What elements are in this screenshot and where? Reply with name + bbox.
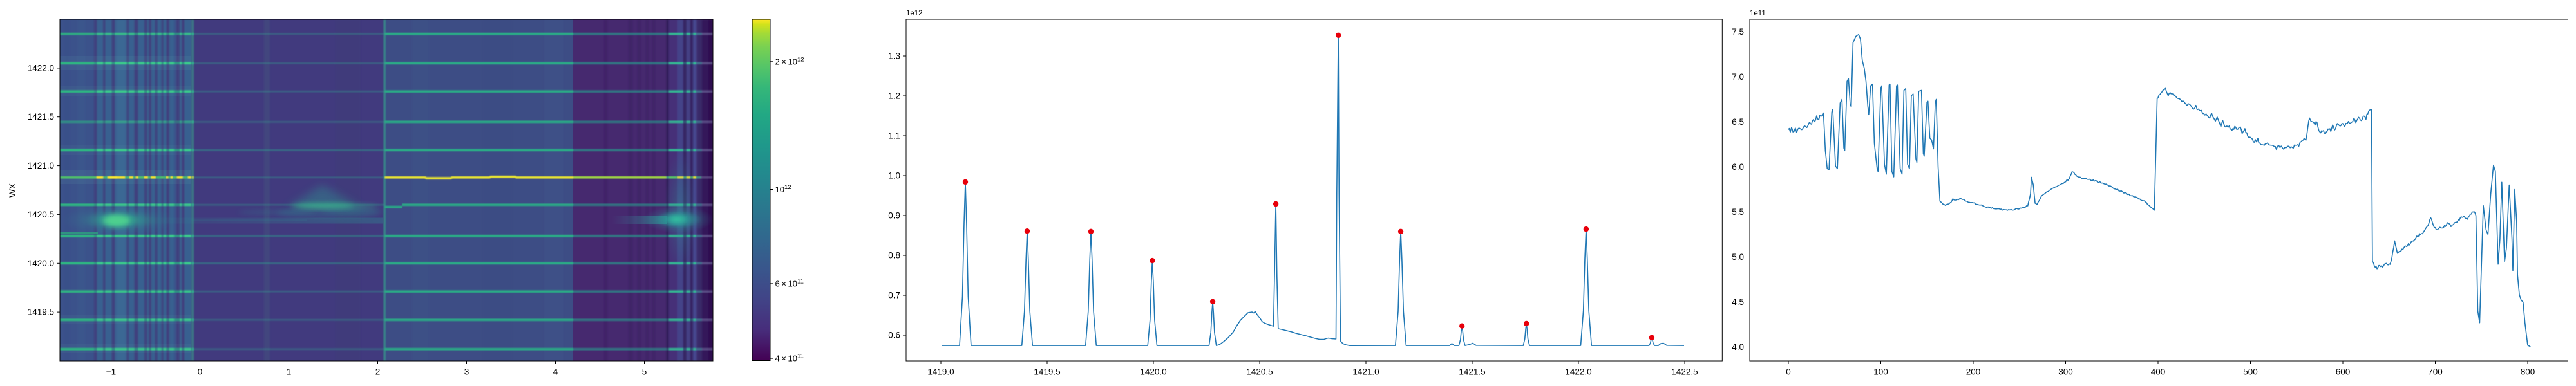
svg-text:1420.0: 1420.0 bbox=[1140, 367, 1166, 377]
svg-text:700: 700 bbox=[2428, 367, 2443, 377]
svg-text:1419.5: 1419.5 bbox=[1034, 367, 1060, 377]
svg-text:1e11: 1e11 bbox=[1750, 10, 1766, 17]
svg-text:7.0: 7.0 bbox=[1732, 72, 1744, 82]
svg-text:−1: −1 bbox=[106, 367, 116, 377]
svg-text:5.5: 5.5 bbox=[1732, 207, 1744, 217]
svg-text:1e12: 1e12 bbox=[906, 10, 923, 17]
svg-text:1.2: 1.2 bbox=[888, 91, 900, 101]
svg-text:4.5: 4.5 bbox=[1732, 297, 1744, 307]
svg-text:2 × 1012: 2 × 1012 bbox=[775, 56, 804, 66]
svg-text:6.5: 6.5 bbox=[1732, 117, 1744, 127]
svg-text:5: 5 bbox=[642, 367, 647, 377]
svg-text:6.0: 6.0 bbox=[1732, 162, 1744, 172]
svg-text:1422.0: 1422.0 bbox=[28, 63, 54, 73]
svg-text:1422.0: 1422.0 bbox=[1565, 367, 1591, 377]
svg-text:1421.5: 1421.5 bbox=[1459, 367, 1485, 377]
svg-text:1421.5: 1421.5 bbox=[28, 112, 54, 122]
svg-text:800: 800 bbox=[2521, 367, 2535, 377]
svg-text:1420.5: 1420.5 bbox=[28, 210, 54, 219]
svg-text:200: 200 bbox=[1966, 367, 1981, 377]
svg-text:1421.0: 1421.0 bbox=[1352, 367, 1379, 377]
svg-text:500: 500 bbox=[2243, 367, 2258, 377]
svg-text:2: 2 bbox=[375, 367, 381, 377]
svg-text:4.0: 4.0 bbox=[1732, 342, 1744, 352]
svg-text:1420.0: 1420.0 bbox=[28, 259, 54, 268]
svg-text:1.3: 1.3 bbox=[888, 51, 900, 61]
svg-text:6 × 1011: 6 × 1011 bbox=[775, 278, 804, 288]
svg-text:0: 0 bbox=[198, 367, 203, 377]
svg-text:1.0: 1.0 bbox=[888, 171, 900, 181]
svg-text:WX: WX bbox=[8, 183, 17, 198]
svg-text:400: 400 bbox=[2151, 367, 2166, 377]
svg-text:1422.5: 1422.5 bbox=[1671, 367, 1698, 377]
svg-text:0.9: 0.9 bbox=[888, 211, 900, 221]
svg-text:0.7: 0.7 bbox=[888, 291, 900, 300]
svg-text:3: 3 bbox=[464, 367, 469, 377]
svg-text:7.5: 7.5 bbox=[1732, 27, 1744, 37]
svg-text:1419.0: 1419.0 bbox=[927, 367, 954, 377]
svg-text:5.0: 5.0 bbox=[1732, 252, 1744, 262]
svg-text:1419.5: 1419.5 bbox=[28, 308, 54, 317]
svg-text:0.6: 0.6 bbox=[888, 331, 900, 340]
svg-text:1.1: 1.1 bbox=[888, 131, 900, 141]
svg-text:0: 0 bbox=[1786, 367, 1791, 377]
svg-text:0.8: 0.8 bbox=[888, 251, 900, 261]
svg-text:1421.0: 1421.0 bbox=[28, 161, 54, 170]
svg-text:1420.5: 1420.5 bbox=[1246, 367, 1273, 377]
svg-text:300: 300 bbox=[2058, 367, 2073, 377]
svg-text:4 × 1011: 4 × 1011 bbox=[775, 353, 804, 363]
svg-text:1: 1 bbox=[287, 367, 292, 377]
svg-text:600: 600 bbox=[2336, 367, 2351, 377]
svg-text:100: 100 bbox=[1873, 367, 1888, 377]
svg-text:4: 4 bbox=[553, 367, 558, 377]
